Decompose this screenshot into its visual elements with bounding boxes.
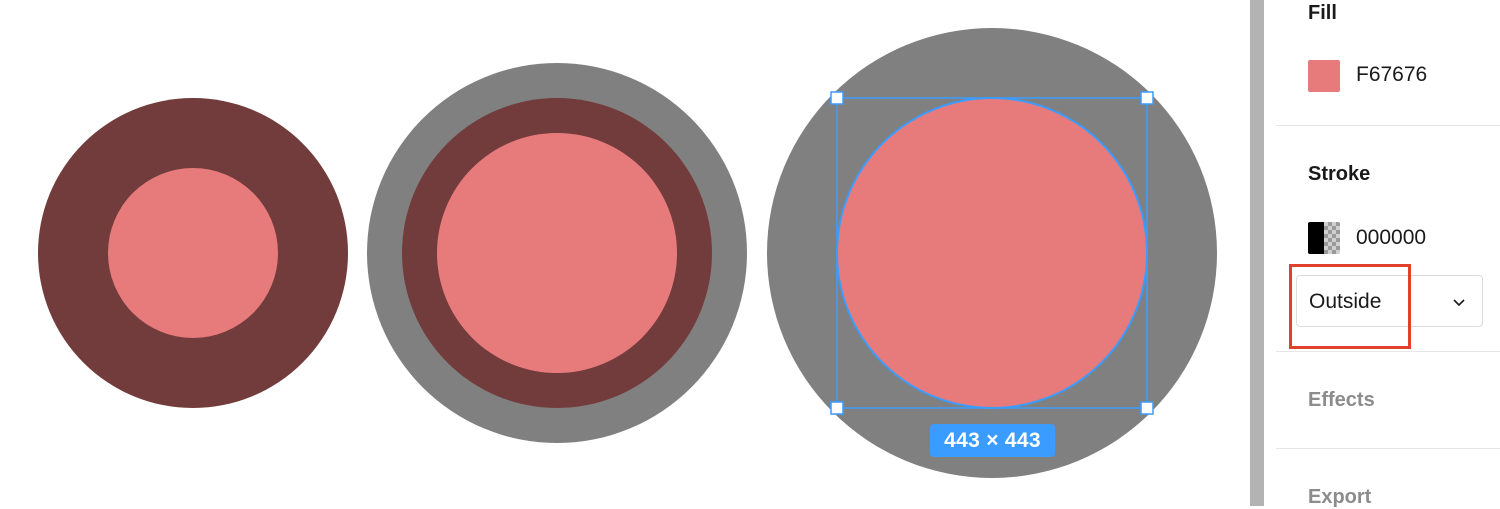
design-canvas[interactable]: 443 × 443	[0, 0, 1250, 506]
circle-center-fill	[437, 133, 677, 373]
circle-outside-fill[interactable]	[836, 97, 1148, 409]
selection-handle-top-left[interactable]	[830, 91, 844, 105]
stroke-color-swatch[interactable]	[1308, 222, 1340, 254]
stroke-hex-value[interactable]: 000000	[1356, 226, 1427, 249]
effects-section-title[interactable]: Effects	[1308, 389, 1375, 411]
effects-section-divider	[1276, 448, 1500, 449]
selection-handle-bottom-left[interactable]	[830, 401, 844, 415]
selection-size-badge: 443 × 443	[930, 424, 1055, 457]
fill-hex-value[interactable]: F67676	[1356, 63, 1428, 86]
selection-handle-bottom-right[interactable]	[1140, 401, 1154, 415]
selection-box	[836, 97, 1148, 409]
canvas-shapes	[38, 28, 1217, 478]
circle-inside-fill	[108, 168, 278, 338]
stroke-section-divider	[1276, 351, 1500, 352]
panel-scrollbar[interactable]	[1250, 0, 1264, 506]
export-section-title[interactable]: Export	[1308, 486, 1372, 508]
stroke-position-select[interactable]: Outside	[1296, 275, 1483, 327]
fill-section-divider	[1276, 125, 1500, 126]
selection-handle-top-right[interactable]	[1140, 91, 1154, 105]
chevron-down-icon	[1453, 299, 1465, 307]
fill-section-title: Fill	[1308, 2, 1337, 24]
properties-panel: Fill F67676 Stroke 000000 Outside Effect…	[1264, 0, 1500, 508]
fill-color-swatch[interactable]	[1308, 60, 1340, 92]
stroke-position-value: Outside	[1309, 290, 1382, 313]
stroke-section-title: Stroke	[1308, 163, 1371, 185]
